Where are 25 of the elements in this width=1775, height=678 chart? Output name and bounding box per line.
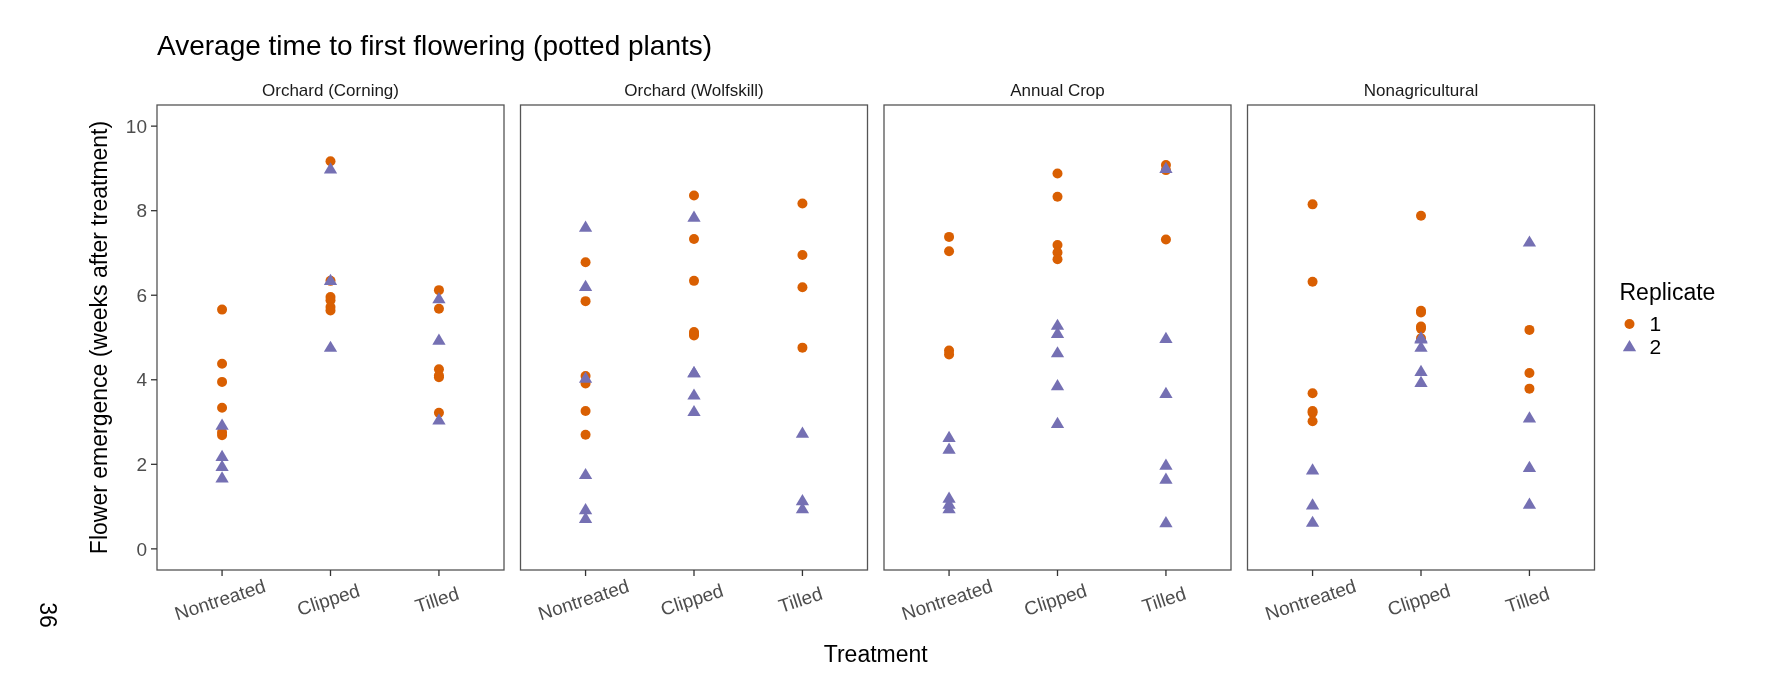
chart-title: Nonagricultural [1363, 81, 1479, 100]
text: Average time to first flowering (potted plants) [157, 30, 713, 61]
x-axis-title: Treatment [823, 641, 929, 667]
x-tick-label: Tilled [1502, 582, 1552, 617]
y-tick-label: 6 [136, 284, 147, 306]
legend-label: 1 [1649, 312, 1662, 336]
x-tick-label: Tilled [1139, 582, 1189, 617]
chart-title: Orchard (Wolfskill) [624, 81, 764, 100]
y-tick-label: 2 [136, 453, 147, 475]
y-tick-label: 8 [136, 200, 147, 222]
x-tick-label: Clipped [1021, 579, 1090, 620]
y-axis-title: Flower emergence (weeks after treatment) [86, 120, 112, 555]
legend-label: 2 [1649, 335, 1662, 359]
y-tick-label: 4 [136, 369, 148, 391]
x-tick-label: Tilled [775, 582, 825, 617]
y-tick-label: 10 [125, 115, 147, 137]
text: 36 [35, 602, 61, 628]
chart-title: Orchard (Corning) [262, 81, 399, 100]
x-tick-label: Tilled [412, 582, 462, 617]
x-tick-label: Clipped [1385, 579, 1453, 620]
x-tick-label: Clipped [294, 579, 363, 620]
x-tick-label: Clipped [658, 579, 726, 620]
legend-title: Replicate [1619, 279, 1716, 305]
y-tick-label: 0 [136, 538, 147, 560]
chart-title: Annual Crop [1010, 81, 1105, 100]
